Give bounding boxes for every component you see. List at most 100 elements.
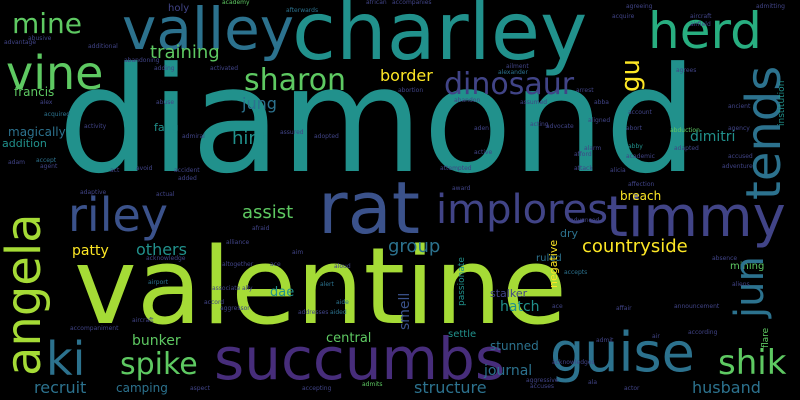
word-acting: acting [530, 121, 549, 128]
word-ala: ala [588, 379, 598, 386]
word-afford: afford [574, 151, 592, 158]
word-fang: fang [154, 121, 179, 134]
word-accuses: accuses [530, 383, 555, 390]
word-accept: accept [36, 157, 57, 164]
word-dinosaur: dinosaur [444, 67, 575, 102]
word-accused: accused [728, 153, 753, 160]
word-alex: alex [40, 99, 53, 106]
word-gu: gu [616, 59, 646, 92]
word-sharon: sharon [244, 63, 347, 98]
word-activity: activity [84, 123, 107, 130]
word-aggressor: aggressor [220, 305, 250, 312]
word-francis: francis [14, 85, 55, 99]
word-abusive: abusive [28, 35, 52, 42]
word-accident: accident [174, 167, 200, 174]
word-assumed: assumed [520, 99, 548, 106]
word-charley: charley [292, 0, 588, 78]
word-advanced: advanced [570, 217, 600, 224]
word-implores: implores [436, 187, 609, 233]
word-agent: agent [40, 163, 58, 170]
word-alicia: alicia [610, 167, 626, 174]
word-afterwards: afterwards [286, 7, 319, 14]
word-ailment: ailment [506, 63, 529, 70]
word-adopted: adopted [314, 133, 339, 140]
word-dimitri: dimitri [690, 129, 736, 145]
word-attack: attack [574, 165, 593, 172]
word-valentine: valentine [74, 225, 567, 348]
word-abortion: abortion [398, 87, 424, 94]
word-aggressive: aggressive [526, 377, 559, 384]
word-stunned: stunned [490, 339, 539, 353]
word-actual: actual [156, 191, 175, 198]
word-ally: ally [242, 285, 253, 292]
word-holy: holy [168, 3, 190, 14]
word-altogether: altogether [222, 261, 254, 268]
word-award: award [452, 185, 471, 192]
word-smell: smell [397, 292, 413, 330]
word-training: training [150, 42, 220, 63]
word-border: border [380, 66, 433, 85]
word-aliens: aliens [732, 281, 750, 288]
word-advantage: advantage [4, 39, 37, 46]
word-according: according [688, 329, 718, 336]
word-avoid: avoid [136, 165, 153, 172]
word-active: active [474, 149, 493, 156]
word-angela: angela [0, 213, 52, 376]
word-accompanies: accompanies [392, 0, 432, 6]
word-alarm: alarm [584, 145, 602, 152]
word-hatch: hatch [500, 299, 540, 315]
word-herd: herd [648, 2, 762, 60]
word-abduction: abduction [670, 127, 700, 134]
word-ki: ki [46, 332, 86, 386]
word-aircraft: aircraft [690, 13, 712, 20]
word-breach: breach [620, 189, 662, 203]
word-announcement: announcement [674, 303, 720, 310]
word-accompaniment: accompaniment [70, 325, 119, 332]
word-attempted: attempted [440, 165, 472, 172]
word-abort: abort [626, 125, 642, 132]
word-abandon: abandon [454, 97, 481, 104]
word-assured: assured [280, 129, 304, 136]
word-group: group [388, 236, 441, 257]
word-flare: flare [761, 327, 771, 348]
word-husband: husband [692, 378, 761, 397]
word-shik: shik [718, 343, 787, 383]
word-alexander: alexander [498, 69, 528, 76]
word-abba: abba [594, 99, 609, 106]
word-mining: mining [730, 261, 765, 272]
word-adding: adding [154, 65, 175, 72]
word-passionate: passionate [457, 257, 467, 306]
word-adam: adam [8, 159, 26, 166]
word-academic: academic [626, 153, 655, 160]
word-accord: accord [204, 299, 225, 306]
word-addition: addition [2, 137, 47, 150]
word-aim: aim [292, 249, 304, 256]
word-hint: hint [232, 128, 267, 149]
word-abandoning: abandoning [124, 57, 160, 64]
word-countryside: countryside [582, 236, 688, 257]
word-adventure: adventure [722, 163, 753, 170]
word-settle: settle [448, 329, 477, 340]
word-afraid: afraid [252, 225, 270, 232]
word-alert: alert [320, 281, 334, 288]
word-aircraft-b: aircraft [132, 317, 154, 324]
word-dry: dry [560, 227, 579, 240]
word-bunker: bunker [132, 333, 181, 349]
word-additional: additional [88, 43, 118, 50]
word-alliance: alliance [226, 239, 250, 246]
word-act: act [110, 167, 120, 174]
word-african: african [366, 0, 387, 6]
word-acknowledges: acknowledges [552, 359, 595, 366]
word-agency: agency [728, 125, 750, 132]
word-acquired: acquired [44, 111, 71, 118]
word-abby: abby [628, 143, 643, 150]
word-affection: affection [628, 181, 655, 188]
word-academy: academy [222, 0, 250, 6]
word-airport: airport [148, 279, 169, 286]
word-addresses: addresses [298, 309, 329, 316]
word-affair: affair [616, 305, 632, 312]
word-aligned: aligned [588, 117, 611, 124]
word-admit: admit [596, 337, 614, 344]
word-recruit: recruit [34, 378, 87, 397]
